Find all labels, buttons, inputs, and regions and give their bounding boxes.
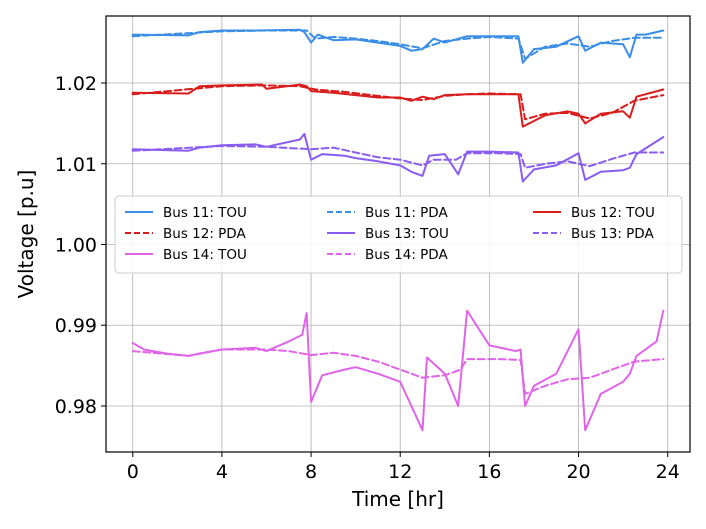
y-tick-label: 0.98 [55, 396, 97, 418]
series-line-2 [131, 83, 665, 128]
x-tick-label: 24 [656, 461, 680, 483]
x-tick-label: 20 [566, 461, 590, 483]
legend-label: Bus 12: PDA [163, 226, 246, 242]
legend-label: Bus 14: PDA [365, 247, 448, 263]
x-tick-label: 8 [305, 461, 317, 483]
y-tick-label: 1.02 [55, 73, 97, 95]
series-line-3 [131, 84, 665, 121]
x-axis-title: Time [hr] [351, 487, 444, 511]
series-lines [131, 28, 665, 432]
legend-box [114, 195, 683, 274]
legend-label: Bus 11: TOU [163, 205, 247, 221]
x-tick-label: 16 [477, 461, 501, 483]
x-tick-label: 4 [216, 461, 228, 483]
legend: Bus 11: TOU Bus 11: PDA Bus 12: TOU Bus 12:… [114, 195, 683, 274]
legend-label: Bus 12: TOU [571, 205, 655, 221]
legend-label: Bus 14: TOU [163, 247, 247, 263]
y-tick-label: 1.00 [55, 234, 97, 256]
axis-ticks: 0 4 8 12 16 20 24 0.98 0.99 1.00 1.01 1.02 [55, 73, 680, 483]
series-line-0 [131, 28, 665, 64]
series-line-1 [131, 29, 665, 60]
x-tick-label: 0 [127, 461, 139, 483]
series-line-6 [131, 309, 665, 432]
legend-label: Bus 13: TOU [365, 226, 449, 242]
legend-label: Bus 11: PDA [365, 205, 448, 221]
y-tick-label: 0.99 [55, 315, 97, 337]
series-line-5 [131, 145, 665, 169]
legend-label: Bus 13: PDA [571, 226, 654, 242]
x-tick-label: 12 [388, 461, 412, 483]
y-axis-title: Voltage [p.u] [14, 170, 38, 299]
series-line-7 [131, 348, 665, 395]
y-tick-label: 1.01 [55, 154, 97, 176]
series-line-4 [131, 132, 665, 183]
plot-frame [105, 15, 691, 453]
